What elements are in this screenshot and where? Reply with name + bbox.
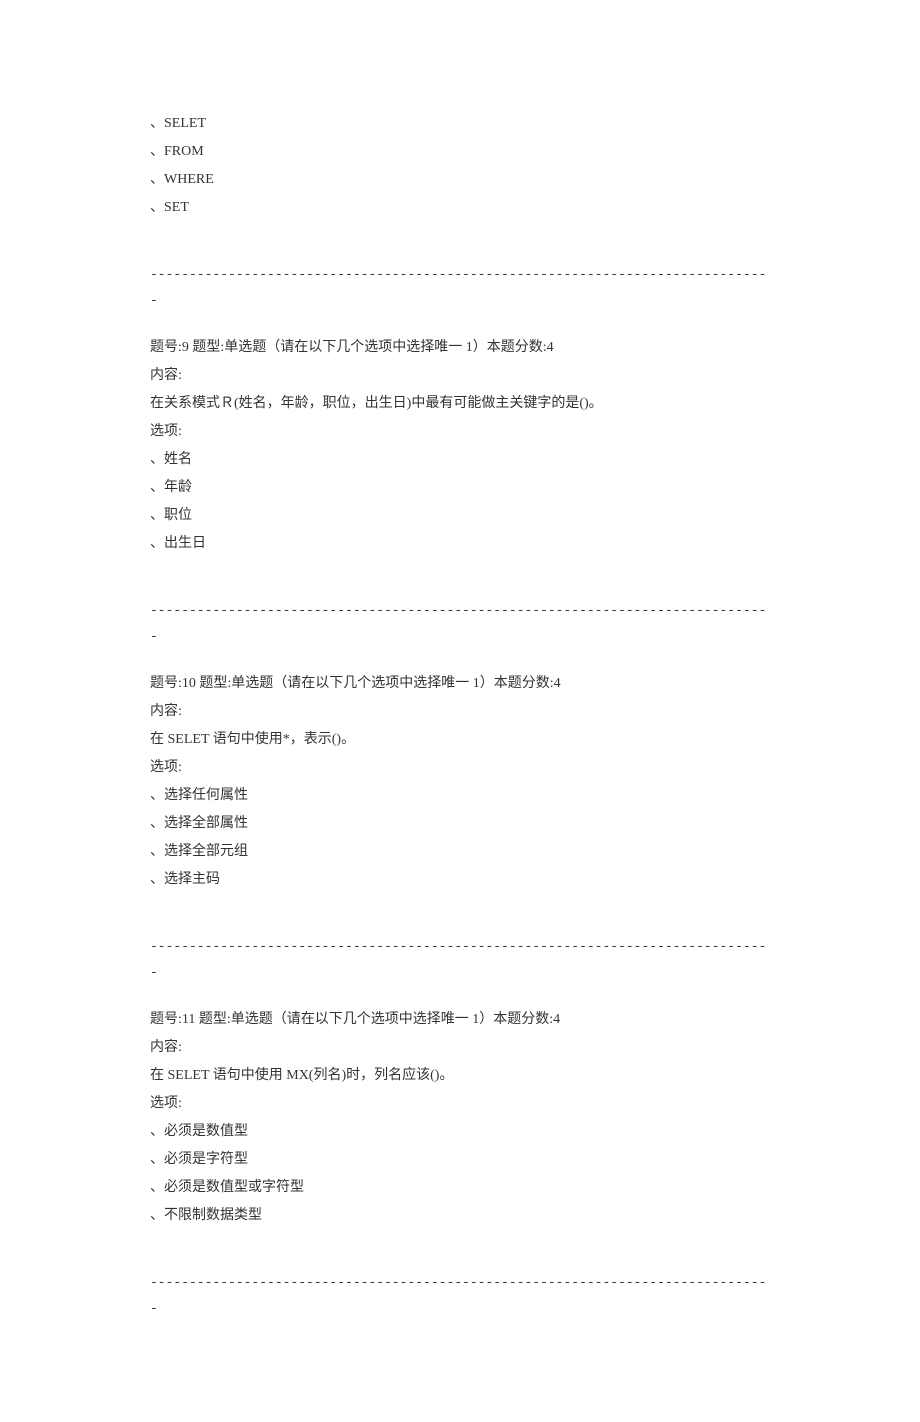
option-item: 、SELET	[150, 110, 770, 138]
question-content: 在 SELET 语句中使用*，表示()。	[150, 726, 770, 754]
option-item: 、选择主码	[150, 866, 770, 894]
question-header: 题号:9 题型:单选题（请在以下几个选项中选择唯一 1）本题分数:4	[150, 334, 770, 362]
content-label: 内容:	[150, 1034, 770, 1062]
question-header: 题号:11 题型:单选题（请在以下几个选项中选择唯一 1）本题分数:4	[150, 1006, 770, 1034]
question-block: 题号:10 题型:单选题（请在以下几个选项中选择唯一 1）本题分数:4 内容: …	[150, 670, 770, 894]
option-item: 、职位	[150, 502, 770, 530]
option-item: 、选择全部元组	[150, 838, 770, 866]
option-item: 、SET	[150, 194, 770, 222]
section-divider: ----------------------------------------…	[150, 1270, 770, 1322]
content-label: 内容:	[150, 362, 770, 390]
section-divider: ----------------------------------------…	[150, 598, 770, 650]
section-divider: ----------------------------------------…	[150, 262, 770, 314]
question-block: 题号:11 题型:单选题（请在以下几个选项中选择唯一 1）本题分数:4 内容: …	[150, 1006, 770, 1230]
option-item: 、必须是数值型或字符型	[150, 1174, 770, 1202]
options-label: 选项:	[150, 754, 770, 782]
option-item: 、年龄	[150, 474, 770, 502]
option-item: 、不限制数据类型	[150, 1202, 770, 1230]
options-label: 选项:	[150, 1090, 770, 1118]
section-divider: ----------------------------------------…	[150, 934, 770, 986]
option-item: 、WHERE	[150, 166, 770, 194]
option-item: 、出生日	[150, 530, 770, 558]
question-header: 题号:10 题型:单选题（请在以下几个选项中选择唯一 1）本题分数:4	[150, 670, 770, 698]
option-item: 、必须是字符型	[150, 1146, 770, 1174]
question-content: 在关系模式Ｒ(姓名，年龄，职位，出生日)中最有可能做主关键字的是()。	[150, 390, 770, 418]
option-item: 、姓名	[150, 446, 770, 474]
content-label: 内容:	[150, 698, 770, 726]
option-item: 、选择任何属性	[150, 782, 770, 810]
option-item: 、选择全部属性	[150, 810, 770, 838]
options-label: 选项:	[150, 418, 770, 446]
option-item: 、FROM	[150, 138, 770, 166]
option-item: 、必须是数值型	[150, 1118, 770, 1146]
question-content: 在 SELET 语句中使用 MX(列名)时，列名应该()。	[150, 1062, 770, 1090]
question-block: 题号:9 题型:单选题（请在以下几个选项中选择唯一 1）本题分数:4 内容: 在…	[150, 334, 770, 558]
orphan-options-block: 、SELET 、FROM 、WHERE 、SET	[150, 110, 770, 222]
